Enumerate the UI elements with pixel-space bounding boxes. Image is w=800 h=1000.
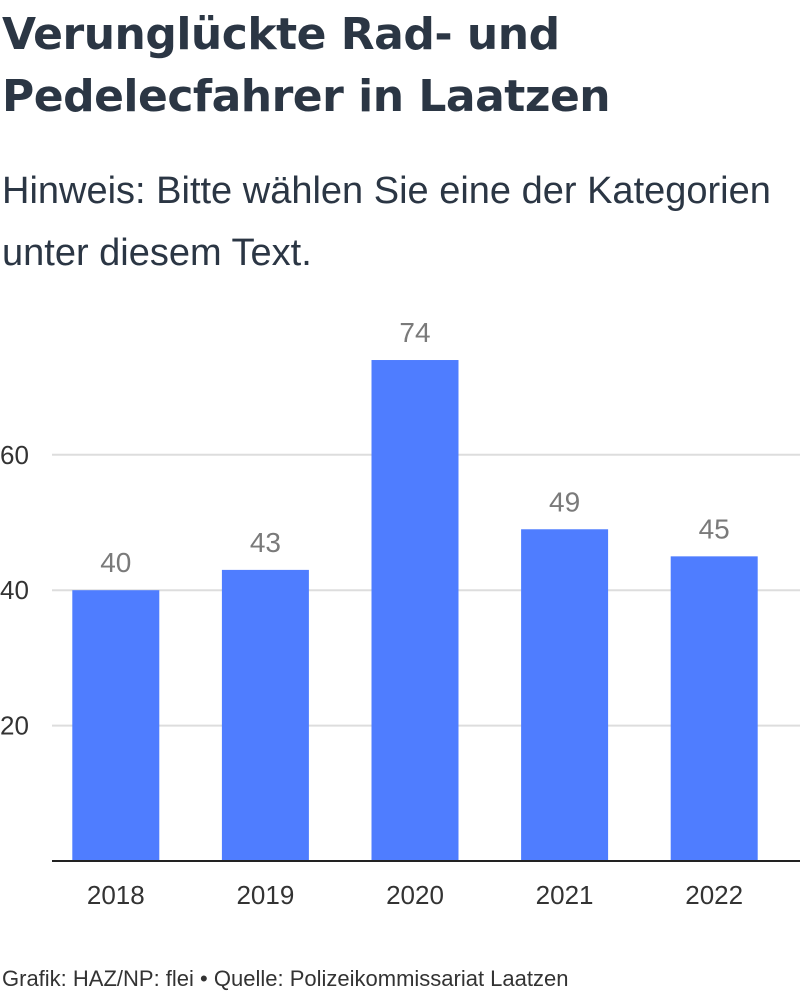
data-label: 40 (100, 547, 131, 578)
x-tick-label: 2022 (685, 880, 743, 910)
bars (72, 360, 758, 861)
bar-chart: 40 43 74 49 45 20 40 60 2018 2019 2020 2021 2022 (0, 317, 800, 910)
bar-2021[interactable] (521, 529, 609, 861)
data-label: 45 (699, 513, 730, 544)
chart-footer: Grafik: HAZ/NP: flei • Quelle: Polizeiko… (2, 966, 798, 992)
x-tick-label: 2019 (236, 880, 294, 910)
data-label: 74 (399, 317, 430, 348)
y-tick-label: 20 (0, 711, 29, 741)
source-text: Quelle: Polizeikommissariat Laatzen (213, 966, 569, 991)
bar-2019[interactable] (221, 569, 309, 861)
x-tick-label: 2020 (386, 880, 444, 910)
x-tick-label: 2021 (536, 880, 594, 910)
chart-title: Verunglückte Rad- und Pedelecfahrer in L… (2, 9, 611, 122)
chart-subtitle: Hinweis: Bitte wählen Sie eine der Kateg… (2, 170, 771, 274)
credit-text: Grafik: HAZ/NP: flei (2, 966, 194, 991)
separator-dot: • (200, 966, 208, 991)
data-label: 43 (250, 527, 281, 558)
bar-2022[interactable] (670, 556, 758, 861)
y-tick-label: 60 (0, 440, 29, 470)
bar-2020[interactable] (371, 360, 459, 861)
bar-2018[interactable] (72, 590, 160, 861)
axes: 20 40 60 2018 2019 2020 2021 2022 (0, 440, 800, 910)
x-tick-label: 2018 (87, 880, 145, 910)
data-labels: 40 43 74 49 45 (100, 317, 730, 578)
data-label: 49 (549, 486, 580, 517)
y-tick-label: 40 (0, 575, 29, 605)
